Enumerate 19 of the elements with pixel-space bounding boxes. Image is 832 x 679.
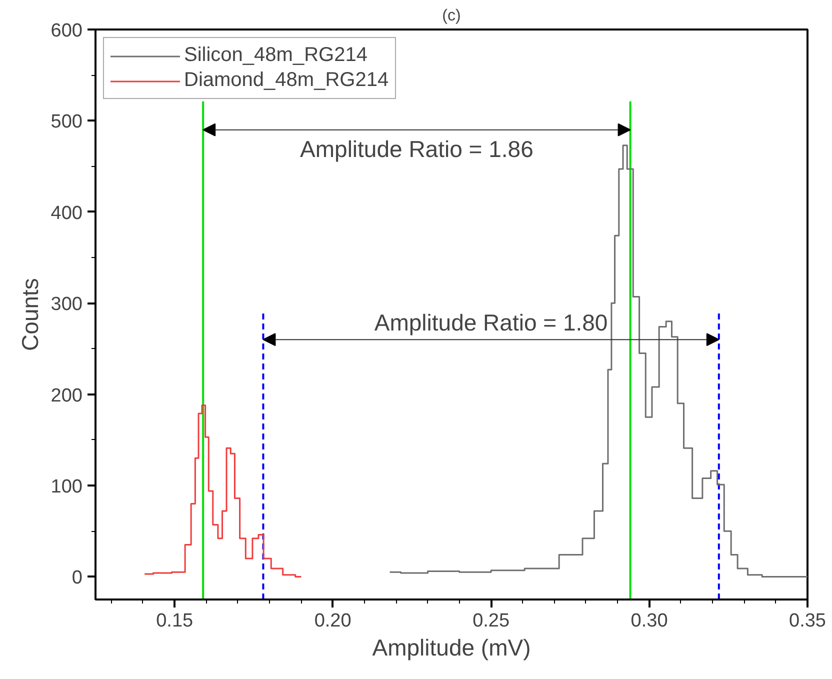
x-axis-title: Amplitude (mV) (372, 634, 531, 660)
x-tick-label: 0.15 (156, 610, 194, 632)
y-tick-label: 600 (50, 20, 82, 42)
x-tick-label: 0.20 (314, 610, 352, 632)
legend-label: Silicon_48m_RG214 (184, 44, 368, 67)
x-tick-label: 0.30 (630, 610, 668, 632)
y-tick-label: 300 (50, 294, 82, 316)
y-tick-label: 500 (50, 112, 82, 133)
y-axis-title: Counts (16, 278, 43, 351)
annotation: Amplitude Ratio = 1.80 (374, 310, 608, 336)
annotation: Amplitude Ratio = 1.86 (300, 136, 534, 162)
chart-title: (c) (442, 8, 461, 24)
y-tick-label: 0 (72, 568, 83, 589)
legend-label: Diamond_48m_RG214 (184, 69, 389, 92)
x-tick-label: 0.35 (789, 610, 826, 632)
x-tick-label: 0.25 (472, 610, 510, 632)
y-tick-label: 200 (50, 385, 82, 406)
y-tick-label: 400 (50, 202, 82, 224)
y-tick-label: 100 (50, 476, 82, 498)
